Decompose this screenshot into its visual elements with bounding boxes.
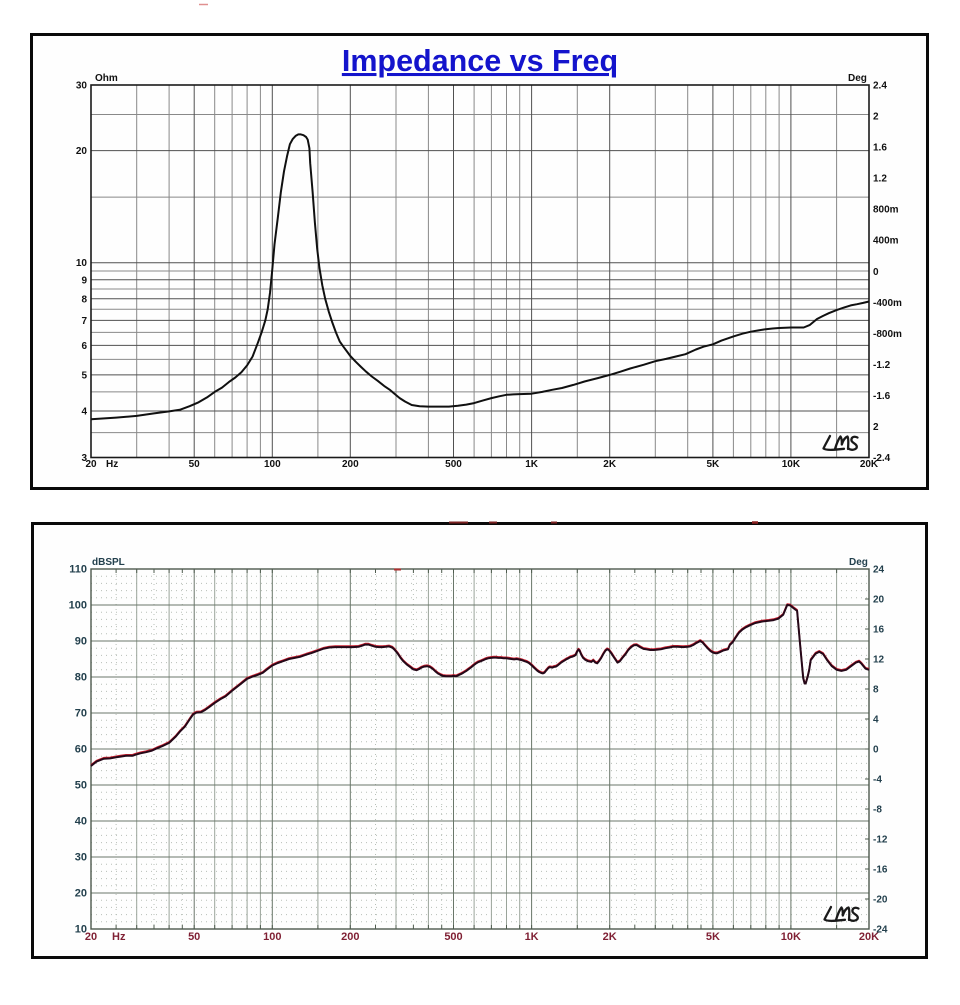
svg-text:100: 100	[264, 459, 281, 470]
svg-text:2: 2	[873, 422, 879, 433]
svg-text:Deg: Deg	[849, 557, 868, 568]
svg-text:16: 16	[873, 625, 885, 636]
svg-text:20: 20	[85, 459, 97, 470]
svg-text:1.6: 1.6	[873, 143, 887, 154]
svg-text:1K: 1K	[525, 931, 539, 943]
svg-text:-1.6: -1.6	[873, 391, 891, 402]
svg-text:20K: 20K	[859, 931, 879, 943]
svg-text:6: 6	[81, 341, 87, 352]
svg-text:0: 0	[873, 267, 879, 278]
svg-text:2K: 2K	[603, 931, 617, 943]
svg-text:-1.2: -1.2	[873, 360, 891, 371]
svg-text:5: 5	[81, 370, 87, 381]
svg-text:20K: 20K	[860, 459, 879, 470]
svg-text:-20: -20	[873, 895, 888, 906]
svg-text:3: 3	[81, 453, 87, 464]
svg-text:Impedance vs Freq: Impedance vs Freq	[342, 44, 618, 78]
svg-text:7: 7	[81, 316, 87, 327]
svg-text:-4: -4	[873, 775, 882, 786]
svg-text:2.4: 2.4	[873, 81, 887, 92]
svg-text:-2.4: -2.4	[873, 453, 891, 464]
svg-text:0: 0	[873, 745, 879, 756]
svg-text:20: 20	[75, 888, 87, 900]
svg-text:Hz: Hz	[106, 459, 118, 470]
svg-text:90: 90	[75, 636, 87, 648]
svg-text:12: 12	[873, 655, 885, 666]
svg-text:800m: 800m	[873, 205, 899, 216]
svg-text:dBSPL: dBSPL	[92, 557, 125, 568]
svg-text:10K: 10K	[781, 931, 801, 943]
svg-text:500: 500	[444, 931, 462, 943]
svg-text:5K: 5K	[706, 931, 720, 943]
svg-text:24: 24	[873, 565, 885, 576]
svg-text:8: 8	[81, 294, 87, 305]
svg-text:400m: 400m	[873, 236, 899, 247]
svg-text:50: 50	[188, 931, 200, 943]
svg-text:100: 100	[263, 931, 281, 943]
svg-text:-400m: -400m	[873, 298, 902, 309]
svg-text:40: 40	[75, 816, 87, 828]
svg-text:20: 20	[85, 931, 97, 943]
svg-text:80: 80	[75, 672, 87, 684]
svg-text:Ohm: Ohm	[95, 73, 118, 84]
svg-text:5K: 5K	[707, 459, 721, 470]
svg-text:-16: -16	[873, 865, 888, 876]
svg-text:10K: 10K	[782, 459, 801, 470]
svg-text:500: 500	[445, 459, 462, 470]
svg-text:-8: -8	[873, 805, 882, 816]
svg-text:Deg: Deg	[848, 73, 867, 84]
svg-text:110: 110	[69, 564, 87, 576]
svg-text:10: 10	[76, 258, 88, 269]
svg-text:60: 60	[75, 744, 87, 756]
svg-text:200: 200	[342, 459, 359, 470]
svg-text:8: 8	[873, 685, 879, 696]
svg-text:100: 100	[69, 600, 87, 612]
svg-text:2: 2	[873, 112, 879, 123]
svg-text:200: 200	[341, 931, 359, 943]
svg-text:30: 30	[75, 852, 87, 864]
svg-text:1.2: 1.2	[873, 174, 887, 185]
svg-text:20: 20	[873, 595, 885, 606]
svg-text:2K: 2K	[603, 459, 617, 470]
svg-text:4: 4	[873, 715, 879, 726]
svg-text:-12: -12	[873, 835, 888, 846]
svg-text:30: 30	[76, 81, 88, 92]
svg-text:10: 10	[75, 924, 87, 936]
svg-text:50: 50	[75, 780, 87, 792]
svg-text:70: 70	[75, 708, 87, 720]
svg-text:-800m: -800m	[873, 329, 902, 340]
svg-text:50: 50	[189, 459, 201, 470]
svg-text:4: 4	[81, 407, 87, 418]
svg-text:Hz: Hz	[112, 931, 126, 943]
svg-text:9: 9	[81, 275, 87, 286]
svg-text:20: 20	[76, 146, 88, 157]
svg-text:-24: -24	[873, 925, 888, 936]
svg-text:1K: 1K	[525, 459, 539, 470]
